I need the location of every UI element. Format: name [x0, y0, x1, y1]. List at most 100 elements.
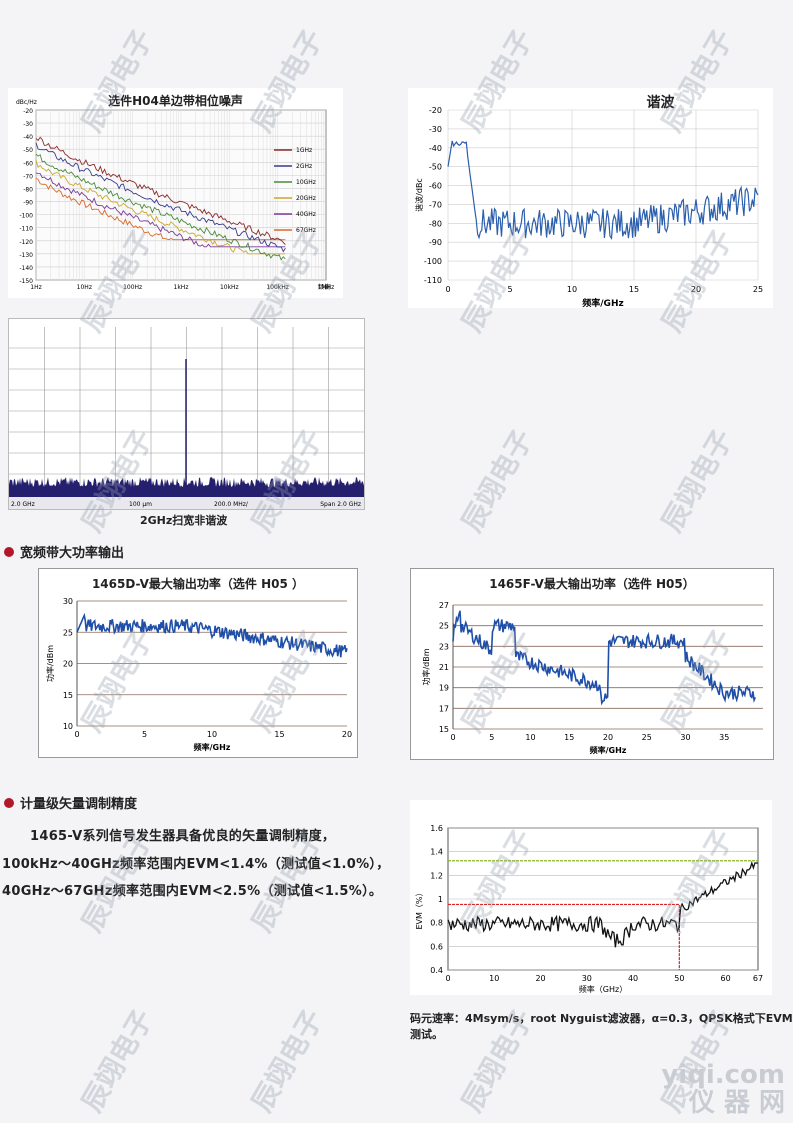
y-tick-label: 25 — [63, 628, 73, 637]
x-tick-label: 10 — [489, 974, 499, 983]
x-tick-label: 30 — [680, 733, 690, 742]
power-trace — [76, 612, 348, 658]
evm-para-line3: 40GHz～67GHz频率范围内EVM<2.5%（测试值<1.5%）。 — [2, 884, 383, 899]
spectrum-caption: 2GHz扫宽非谐波 — [140, 514, 228, 527]
y-tick-label: 20 — [63, 660, 73, 669]
power-v-chart: 1465D-V最大输出功率（选件 H05 ） 30 25 20 15 10 0 5 10 15 2… — [38, 568, 358, 758]
section-title: 计量级矢量调制精度 — [20, 797, 138, 812]
y-tick-label: -90 — [429, 238, 442, 247]
watermark-text: 辰翊电子 — [245, 1003, 330, 1118]
x-tick-label: 5 — [489, 733, 494, 742]
y-tick-label: 1.2 — [430, 871, 443, 880]
y-tick-label: 15 — [63, 691, 73, 700]
x-tick-label: 15 — [564, 733, 574, 742]
legend-label: 2GHz — [296, 163, 312, 170]
y-tick-label: 19 — [439, 684, 449, 693]
power-f-chart: 1465F-V最大输出功率（选件 H05） 27 25 23 21 19 17 15 0 5 10… — [410, 568, 774, 760]
power-f-title: 1465F-V最大输出功率（选件 H05） — [489, 577, 695, 591]
power-trace — [452, 610, 757, 706]
status-left: 2.0 GHz — [11, 501, 35, 508]
y-tick-label: 1.4 — [430, 848, 443, 857]
section-title: 宽频带大功率输出 — [20, 546, 125, 561]
noise-trace — [35, 177, 286, 241]
y-tick-label: -100 — [19, 213, 33, 220]
y-tick-label: -70 — [23, 173, 33, 180]
noise-trace — [35, 136, 286, 246]
bullet-icon — [4, 546, 14, 557]
x-axis-label: 频率/GHz — [194, 742, 231, 752]
legend-label: 1GHz — [296, 147, 312, 154]
y-tick-label: 17 — [439, 704, 449, 713]
x-tick-label: 100Hz — [123, 284, 142, 291]
y-tick-label: -100 — [424, 257, 442, 266]
x-axis-label: 频偏 — [318, 283, 330, 291]
y-tick-label: 21 — [439, 663, 449, 672]
x-tick-label: 100kHz — [266, 284, 289, 291]
y-axis-label: 功率/dBm — [421, 648, 431, 685]
x-tick-label: 1MHz — [318, 284, 335, 291]
site-logo-line2: 仪 器 网 — [688, 1088, 785, 1118]
spectrum-plot: 2.0 GHz 100 μm 200.0 MHz/Span 2.0 GHz — [9, 319, 364, 509]
phase-noise-chart: 选件H04单边带相位噪声 -20 -30 -40 -50 -60 -70 -80 -90 -10… — [8, 88, 343, 298]
y-tick-label: 27 — [439, 601, 449, 610]
y-tick-label: -30 — [23, 121, 33, 128]
evm-trace — [447, 860, 758, 948]
y-axis-label: 功率/dBm — [45, 645, 55, 682]
x-tick-label: 5 — [507, 285, 512, 294]
x-tick-label: 10 — [207, 730, 217, 739]
x-tick-label: 20 — [342, 730, 352, 739]
limit-line-red — [448, 903, 680, 970]
y-tick-label: 30 — [63, 597, 73, 606]
legend-label: 20GHz — [296, 195, 316, 202]
x-tick-label: 10Hz — [77, 284, 92, 291]
y-tick-label: -90 — [23, 200, 33, 207]
noise-trace — [35, 153, 286, 261]
legend-label: 10GHz — [296, 179, 316, 186]
x-tick-label: 1kHz — [174, 284, 189, 291]
harmonics-title: 谐波 — [646, 95, 675, 111]
legend-label: 67GHz — [296, 227, 316, 234]
x-tick-label: 1Hz — [30, 284, 41, 291]
y-tick-label: -130 — [19, 252, 33, 259]
harmonics-chart: 谐波 -20 -30 -40 -50 -60 -70 -80 -90 -100 -110 0 5 10 1… — [408, 88, 773, 308]
x-tick-label: 50 — [674, 974, 684, 983]
evm-chart: 1.6 1.4 1.2 1 0.8 0.6 0.4 0 10 20 30 40 50 60 67 EVM（%）… — [410, 800, 772, 995]
y-tick-label: 0.4 — [430, 966, 443, 975]
y-tick-label: -60 — [23, 160, 33, 167]
section-heading-evm: 计量级矢量调制精度 — [4, 793, 137, 812]
watermark-text: 辰翊电子 — [455, 423, 540, 538]
x-tick-label: 0 — [445, 285, 450, 294]
x-tick-label: 20 — [691, 285, 701, 294]
y-tick-label: -150 — [19, 278, 33, 285]
x-axis-label: 频率/GHz — [582, 297, 623, 308]
y-tick-label: -30 — [429, 125, 442, 134]
y-tick-label: -70 — [429, 200, 442, 209]
x-tick-label: 10 — [525, 733, 535, 742]
y-tick-label: -40 — [429, 144, 442, 153]
x-tick-label: 25 — [642, 733, 652, 742]
evm-para-line2: 100kHz～40GHz频率范围内EVM<1.4%（测试值<1.0%）， — [2, 857, 390, 872]
y-tick-label: 0.8 — [430, 919, 443, 928]
harmonic-trace — [447, 140, 759, 240]
y-tick-label: -80 — [23, 186, 33, 193]
power-v-title: 1465D-V最大输出功率（选件 H05 ） — [91, 577, 305, 591]
y-tick-label: -80 — [429, 219, 442, 228]
legend-label: 40GHz — [296, 211, 316, 218]
y-tick-label: -20 — [23, 108, 33, 115]
x-tick-label: 60 — [721, 974, 731, 983]
y-tick-label: -110 — [424, 276, 442, 285]
status-mid2: 200.0 MHz/ — [214, 501, 249, 508]
x-tick-label: 20 — [603, 733, 613, 742]
x-tick-label: 30 — [582, 974, 592, 983]
x-tick-label: 5 — [142, 730, 147, 739]
site-logo-line1: yiqi.com — [661, 1060, 785, 1090]
y-tick-label: 10 — [63, 722, 73, 731]
x-tick-label: 25 — [753, 285, 763, 294]
site-logo: yiqi.com 仪 器 网 — [661, 1061, 785, 1117]
x-tick-label: 0 — [74, 730, 79, 739]
y-tick-label: -40 — [23, 134, 33, 141]
y-tick-label: 23 — [439, 642, 449, 651]
y-unit-label: dBc/Hz — [16, 99, 37, 106]
x-tick-label: 40 — [628, 974, 638, 983]
